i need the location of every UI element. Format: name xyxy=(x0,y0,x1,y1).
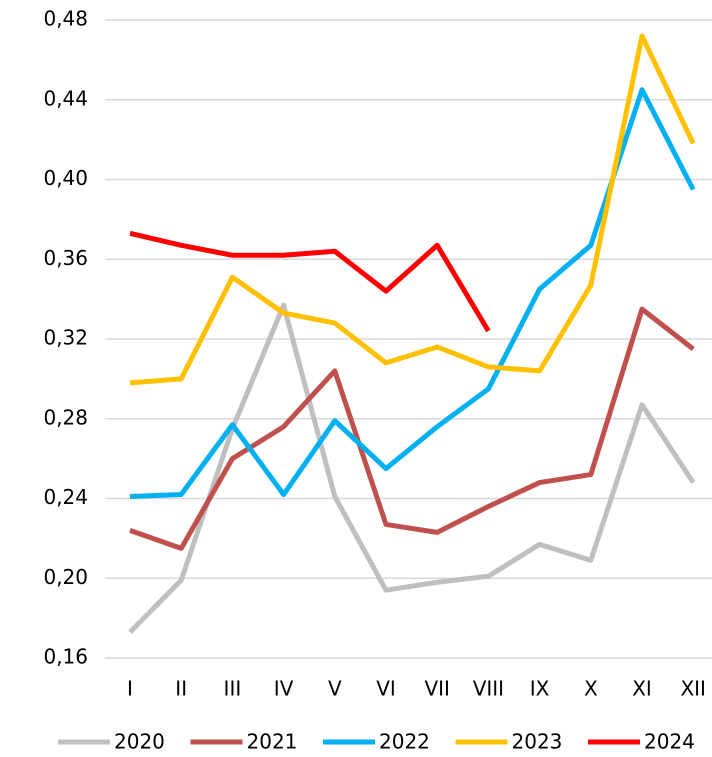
y-tick-label: 0,44 xyxy=(43,86,88,110)
y-tick-label: 0,40 xyxy=(43,166,88,190)
x-tick-label: II xyxy=(175,677,187,701)
series-line xyxy=(129,33,696,386)
series-line xyxy=(128,302,696,634)
y-tick-label: 0,28 xyxy=(43,405,88,429)
legend-label: 2023 xyxy=(512,730,563,754)
x-tick-label: VI xyxy=(376,677,396,701)
y-tick-label: 0,36 xyxy=(43,246,88,270)
x-tick-label: V xyxy=(328,677,342,701)
series-line xyxy=(129,230,491,333)
x-tick-label: X xyxy=(584,677,598,701)
y-tick-label: 0,32 xyxy=(43,326,88,350)
x-tick-label: IV xyxy=(274,677,294,701)
x-tick-label: VIII xyxy=(473,677,504,701)
series-line xyxy=(129,306,695,551)
x-tick-label: IX xyxy=(530,677,550,701)
legend-label: 2020 xyxy=(114,730,165,754)
x-tick-label: III xyxy=(224,677,242,701)
y-tick-label: 0,16 xyxy=(43,645,88,669)
y-tick-label: 0,20 xyxy=(43,565,88,589)
legend-label: 2022 xyxy=(379,730,430,754)
legend-label: 2024 xyxy=(644,730,695,754)
x-tick-label: XII xyxy=(680,677,706,701)
y-tick-label: 0,24 xyxy=(43,485,88,509)
y-tick-label: 0,48 xyxy=(43,7,88,31)
x-tick-label: VII xyxy=(424,677,449,701)
series-line xyxy=(129,87,696,500)
x-tick-label: I xyxy=(127,677,133,701)
legend-label: 2021 xyxy=(247,730,298,754)
x-tick-label: XI xyxy=(632,677,652,701)
